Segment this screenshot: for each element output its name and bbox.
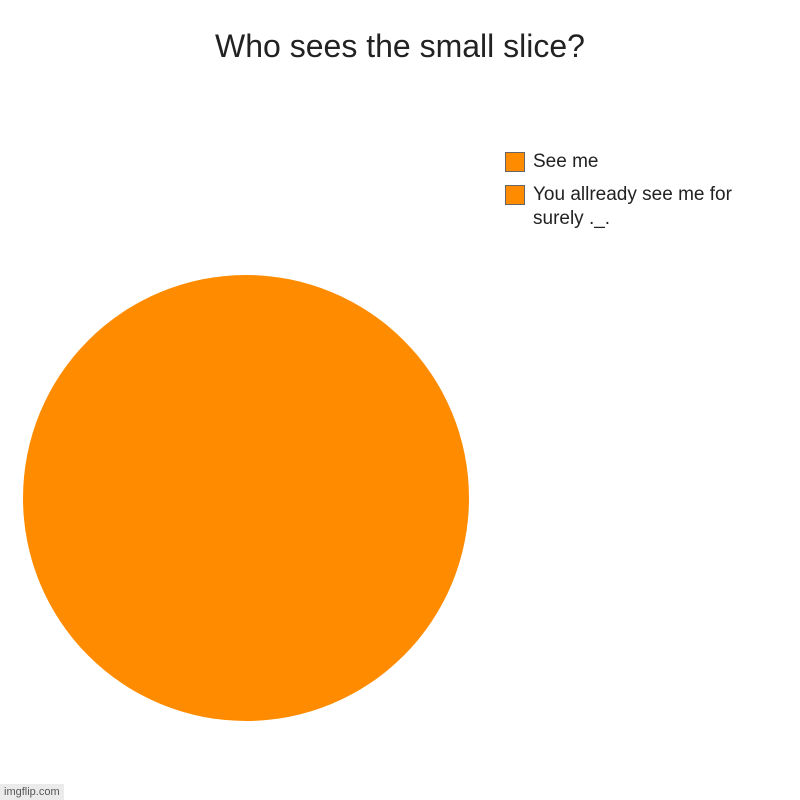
pie-chart xyxy=(23,275,469,721)
chart-title: Who sees the small slice? xyxy=(0,0,800,65)
legend-swatch xyxy=(505,185,525,205)
legend-item: See me xyxy=(505,150,785,175)
legend-item: You allready see me for surely ._. xyxy=(505,183,785,232)
legend-label: See me xyxy=(533,150,598,175)
legend-label: You allready see me for surely ._. xyxy=(533,183,785,232)
watermark: imgflip.com xyxy=(0,784,64,800)
legend-swatch xyxy=(505,152,525,172)
chart-container: Who sees the small slice? See me You all… xyxy=(0,0,800,800)
legend: See me You allready see me for surely ._… xyxy=(505,150,785,240)
